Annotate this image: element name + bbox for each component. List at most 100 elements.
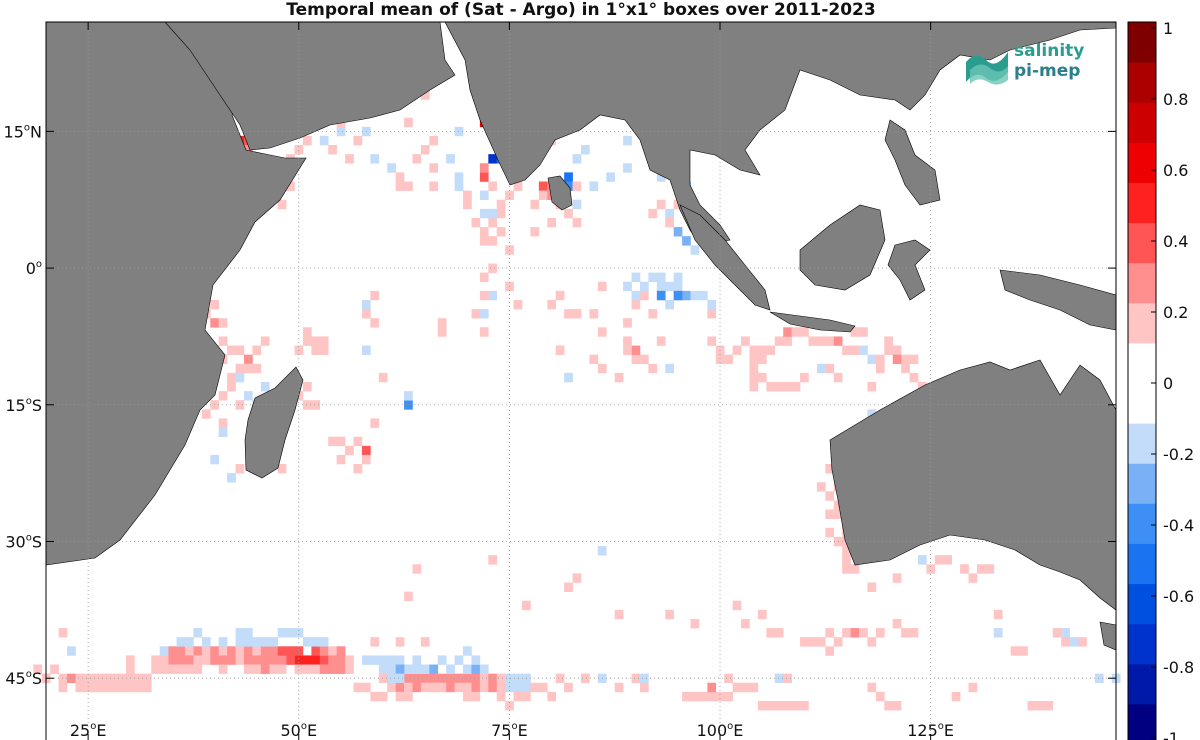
data-cell (665, 299, 674, 310)
data-cell (513, 673, 523, 684)
data-cell (505, 190, 514, 201)
data-cell (513, 299, 523, 310)
data-cell (724, 691, 733, 702)
data-cell (631, 299, 641, 310)
data-cell (513, 691, 523, 702)
data-cell (901, 354, 910, 365)
data-cell (345, 445, 354, 456)
data-cell (505, 700, 514, 711)
data-cell (235, 464, 245, 474)
data-cell (682, 691, 691, 702)
data-cell (126, 682, 135, 693)
data-cell (370, 290, 380, 301)
data-cell (201, 646, 211, 656)
data-cell (252, 637, 262, 647)
data-cell (243, 363, 253, 374)
data-cell (833, 637, 843, 647)
data-cell (218, 637, 228, 647)
data-cell (429, 664, 439, 674)
data-cell (564, 208, 573, 219)
data-cell (302, 400, 312, 410)
data-cell (429, 181, 439, 191)
data-cell (361, 345, 371, 355)
colorbar-segment (1128, 423, 1156, 464)
data-cell (816, 482, 826, 492)
data-cell (892, 618, 902, 629)
data-cell (361, 445, 371, 456)
data-cell (479, 163, 489, 173)
data-cell (479, 172, 489, 182)
data-cell (892, 354, 902, 365)
data-cell (361, 309, 371, 319)
data-cell (294, 655, 304, 665)
data-cell (614, 682, 624, 693)
data-cell (538, 682, 548, 693)
data-cell (808, 336, 818, 346)
data-cell (395, 655, 405, 665)
lon-tick-label: 50oE (280, 721, 317, 740)
data-cell (875, 363, 885, 374)
colorbar-segment (1128, 222, 1156, 264)
data-cell (243, 637, 253, 647)
data-cell (345, 664, 354, 674)
data-cell (395, 172, 405, 182)
data-cell (631, 290, 641, 301)
data-cell (572, 154, 582, 164)
data-cell (749, 354, 759, 365)
data-cell (741, 336, 750, 346)
data-cell (92, 673, 102, 684)
data-cell (193, 646, 203, 656)
data-cell (126, 664, 135, 674)
data-cell (951, 691, 961, 702)
data-cell (825, 336, 835, 346)
colorbar-segment (1128, 182, 1156, 224)
data-cell (210, 646, 220, 656)
data-cell (639, 354, 649, 365)
data-cell (976, 564, 986, 574)
data-cell (370, 318, 380, 328)
data-cell (555, 345, 565, 355)
data-cell (463, 199, 472, 210)
data-cell (555, 673, 565, 684)
data-cell (404, 181, 413, 191)
data-cell (210, 299, 220, 310)
data-cell (294, 646, 304, 656)
java-landmass (769, 311, 856, 333)
data-cell (454, 172, 464, 182)
data-cell (884, 345, 894, 355)
data-cell (328, 436, 337, 447)
data-cell (774, 700, 784, 711)
data-cell (479, 236, 489, 246)
data-cell (454, 655, 464, 665)
borneo-landmass (799, 204, 886, 291)
data-cell (420, 145, 430, 155)
data-cell (302, 664, 312, 674)
data-cell (648, 363, 658, 374)
data-cell (505, 682, 514, 693)
data-cell (538, 190, 548, 201)
data-cell (302, 327, 312, 337)
data-cell (336, 664, 346, 674)
data-cell (67, 646, 76, 656)
new-guinea-landmass (999, 269, 1117, 331)
data-cell (800, 372, 809, 383)
data-cell (673, 290, 683, 301)
data-cell (825, 509, 835, 520)
data-cell (92, 682, 102, 693)
data-cell (892, 573, 902, 583)
data-cell (277, 464, 287, 474)
data-cell (791, 700, 801, 711)
colorbar-tick-label: 0 (1163, 374, 1173, 393)
data-cell (243, 391, 253, 401)
data-cell (623, 281, 632, 292)
data-cell (302, 655, 312, 665)
data-cell (479, 190, 489, 201)
lat-tick-label: 15oN (4, 122, 42, 141)
data-cell (210, 655, 220, 665)
data-cell (201, 655, 211, 665)
lon-tick-label: 25oE (70, 721, 107, 740)
data-cell (33, 664, 43, 674)
data-cell (479, 272, 489, 283)
data-cell (833, 372, 843, 383)
data-cell (404, 117, 413, 128)
